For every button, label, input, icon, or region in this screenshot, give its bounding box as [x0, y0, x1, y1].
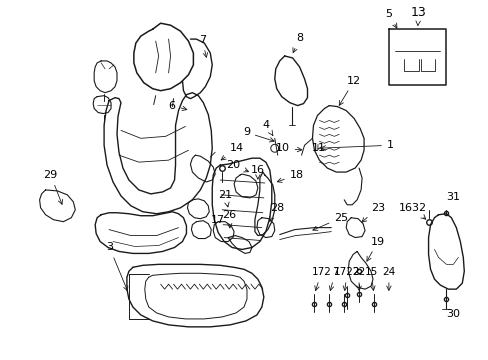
- Text: 14: 14: [221, 143, 244, 160]
- Text: 4: 4: [262, 121, 272, 136]
- Text: 29: 29: [43, 170, 62, 204]
- Text: 6: 6: [168, 100, 186, 111]
- Text: 23: 23: [361, 203, 385, 222]
- Text: 20: 20: [225, 160, 248, 172]
- Text: 7: 7: [328, 267, 338, 291]
- Text: 31: 31: [446, 192, 459, 202]
- Text: 22: 22: [352, 267, 365, 291]
- Text: 24: 24: [382, 267, 395, 291]
- Text: 1632: 1632: [398, 203, 426, 219]
- Text: 1722: 1722: [333, 267, 360, 291]
- Text: 25: 25: [312, 213, 348, 230]
- Text: 28: 28: [269, 203, 284, 221]
- Text: 9: 9: [243, 127, 274, 142]
- Text: 21: 21: [218, 190, 232, 207]
- Text: 10: 10: [275, 143, 301, 153]
- Text: 16: 16: [250, 165, 264, 179]
- Text: 7: 7: [198, 35, 207, 57]
- Text: 172: 172: [311, 267, 331, 291]
- Text: 8: 8: [292, 33, 303, 53]
- Text: 11: 11: [311, 143, 325, 153]
- Text: 19: 19: [366, 237, 385, 261]
- Text: 13: 13: [410, 6, 426, 26]
- Text: 3: 3: [106, 243, 127, 291]
- Text: 26: 26: [222, 210, 236, 228]
- Text: 5: 5: [385, 9, 396, 28]
- Text: 1: 1: [321, 140, 393, 150]
- Text: 2: 2: [0, 359, 1, 360]
- Text: 30: 30: [446, 309, 459, 319]
- Text: 18: 18: [277, 170, 303, 183]
- Text: 12: 12: [339, 76, 361, 105]
- Text: 17: 17: [211, 215, 225, 225]
- Text: 15: 15: [364, 267, 377, 291]
